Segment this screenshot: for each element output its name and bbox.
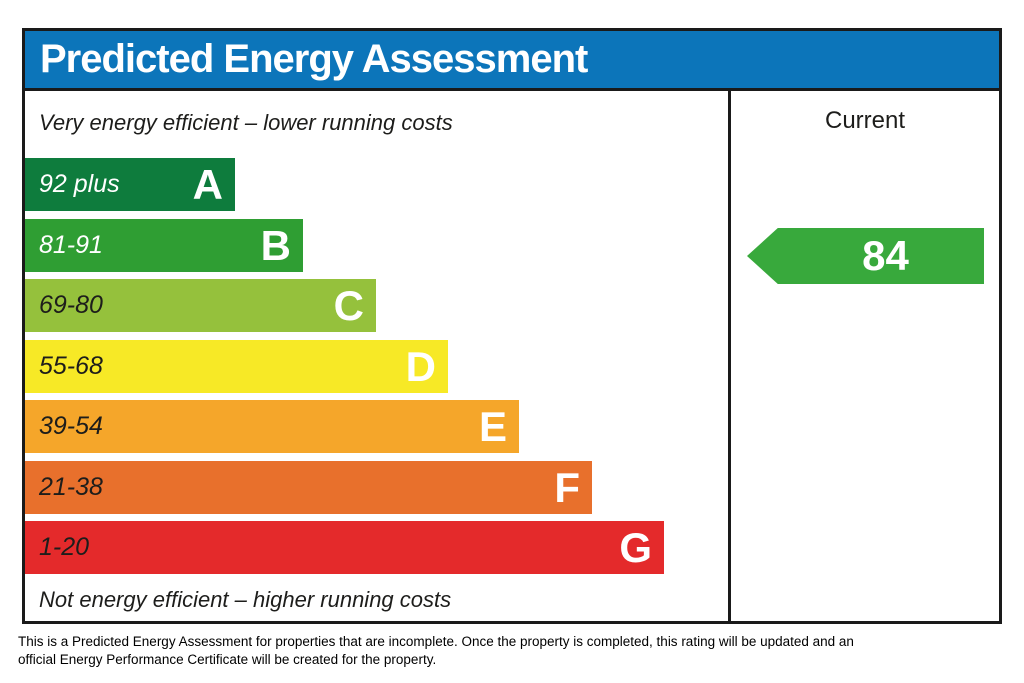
current-rating-arrow: 84 — [747, 228, 984, 284]
chart-header: Predicted Energy Assessment — [25, 31, 999, 91]
band-range-label: 21-38 — [39, 473, 103, 501]
band-range-label: 92 plus — [39, 170, 120, 198]
band-letter: E — [478, 402, 507, 450]
band-letter: A — [192, 160, 223, 208]
bottom-note: Not energy efficient – higher running co… — [39, 587, 452, 612]
band-row-g: 1-20 G — [25, 521, 664, 574]
band-letter: B — [260, 221, 291, 269]
band-range-label: 39-54 — [39, 412, 103, 440]
band-row-a: 92 plus A — [25, 158, 235, 211]
band-row-d: 55-68 D — [25, 340, 448, 393]
band-letter: D — [405, 342, 436, 390]
chart-body: Very energy efficient – lower running co… — [25, 91, 999, 621]
band-letter: C — [333, 281, 364, 329]
band-row-b: 81-91 B — [25, 219, 303, 272]
current-column-header: Current — [824, 107, 906, 134]
band-row-f: 21-38 F — [25, 461, 592, 514]
band-range-label: 55-68 — [39, 352, 103, 380]
band-range-label: 1-20 — [39, 533, 90, 561]
footer-line-1: This is a Predicted Energy Assessment fo… — [18, 634, 854, 649]
top-note: Very energy efficient – lower running co… — [39, 110, 453, 135]
band-range-label: 81-91 — [39, 231, 103, 259]
band-row-c: 69-80 C — [25, 279, 376, 332]
current-column: Current — [728, 91, 999, 621]
current-rating-value: 84 — [862, 232, 909, 279]
band-row-e: 39-54 E — [25, 400, 519, 453]
band-range-label: 69-80 — [39, 291, 103, 319]
footer-line-2: official Energy Performance Certificate … — [18, 652, 437, 667]
band-letter: G — [619, 523, 652, 571]
footer-disclaimer: This is a Predicted Energy Assessment fo… — [18, 633, 854, 669]
band-letter: F — [554, 463, 580, 511]
page-title: Predicted Energy Assessment — [40, 37, 588, 81]
chart-frame: Predicted Energy Assessment Very energy … — [22, 28, 1002, 624]
